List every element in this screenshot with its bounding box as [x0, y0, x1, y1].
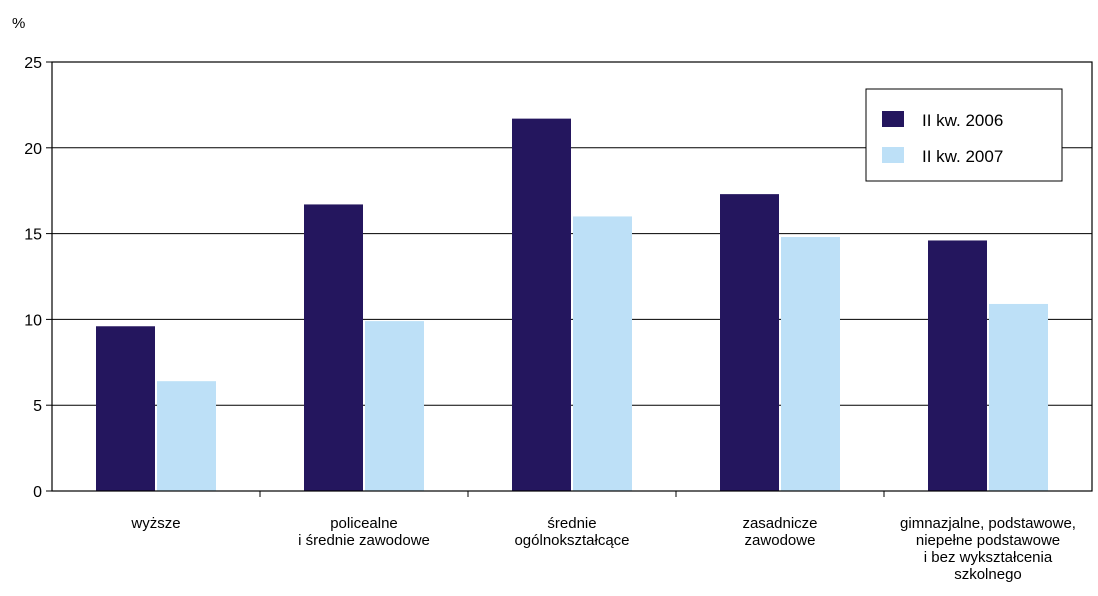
bars	[96, 118, 1048, 492]
bar-2007-3	[781, 237, 840, 491]
legend-swatch-2006	[882, 111, 904, 127]
bar-2007-1	[365, 321, 424, 491]
y-unit-label: %	[12, 15, 25, 32]
y-tick-label: 0	[33, 484, 42, 501]
bar-2006-4	[928, 240, 987, 491]
x-axis: wyższe policealne i średnie zawodowe średni…	[130, 491, 1076, 583]
bar-2007-4	[989, 303, 1048, 491]
x-category-label: średnie ogólnokształcące	[514, 515, 629, 549]
legend-swatch-2007	[882, 147, 904, 163]
y-axis: 0 5 10 15 20 25	[24, 55, 52, 501]
bar-2006-3	[720, 194, 779, 491]
plot-frame	[51, 61, 1093, 492]
legend-label-2006: II kw. 2006	[922, 111, 1003, 130]
legend: II kw. 2006 II kw. 2007	[865, 88, 1063, 182]
x-category-label: gimnazjalne, podstawowe, niepełne podstaw…	[900, 515, 1076, 583]
legend-label-2007: II kw. 2007	[922, 147, 1003, 166]
y-tick-label: 25	[24, 55, 42, 72]
y-tick-label: 20	[24, 141, 42, 158]
y-tick-label: 10	[24, 312, 42, 329]
y-tick-label: 15	[24, 227, 42, 244]
bar-2007-2	[573, 216, 632, 491]
legend-box	[865, 88, 1063, 182]
bar-2006-1	[304, 204, 363, 492]
bar-2006-0	[96, 326, 155, 491]
y-tick-label: 5	[33, 398, 42, 415]
x-category-label: zasadnicze zawodowe	[742, 515, 817, 549]
bar-2007-0	[157, 381, 216, 491]
bar-2006-2	[512, 118, 571, 492]
x-category-label: policealne i średnie zawodowe	[298, 515, 430, 549]
x-category-label: wyższe	[130, 515, 180, 532]
